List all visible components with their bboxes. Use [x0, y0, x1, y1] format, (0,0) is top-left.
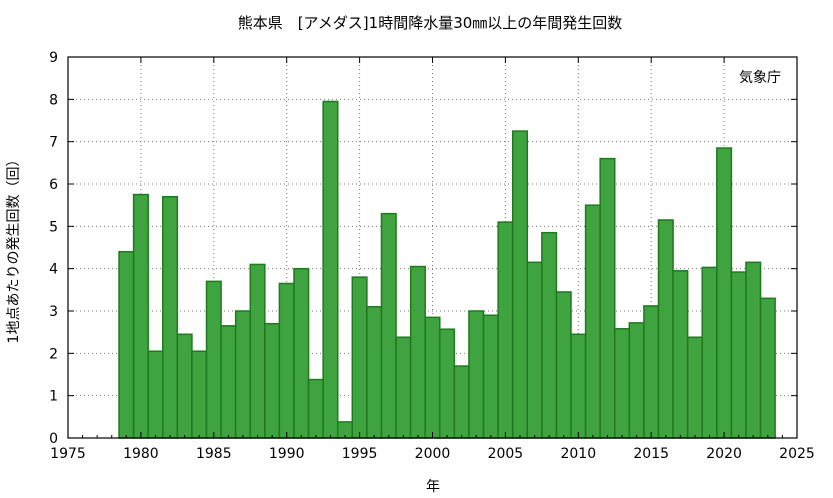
- bar-2012: [599, 157, 616, 439]
- bar-1980: [132, 193, 149, 439]
- y-tick-label: 0: [49, 431, 58, 447]
- bar-1984: [191, 350, 208, 439]
- x-tick-label: 2020: [706, 446, 742, 462]
- bar-1997: [380, 212, 397, 439]
- x-tick-label: 1985: [196, 446, 232, 462]
- bar-2003: [468, 310, 485, 439]
- bar-1993: [322, 100, 339, 439]
- x-tick-label: 2005: [488, 446, 524, 462]
- x-axis: 1975 1980 1985 1990 1995 2000 2005 2010 2015 2020…: [50, 57, 815, 462]
- y-tick-label: 1: [49, 389, 58, 405]
- bar-2021: [730, 271, 747, 439]
- bar-2014: [628, 322, 645, 439]
- y-tick-label: 8: [49, 92, 58, 108]
- x-axis-label: 年: [426, 479, 440, 495]
- x-tick-label: 2015: [633, 446, 669, 462]
- y-tick-label: 3: [49, 304, 58, 320]
- bar-2008: [541, 231, 558, 439]
- bar-2009: [555, 291, 572, 439]
- y-tick-label: 2: [49, 346, 58, 362]
- bar-2013: [614, 328, 631, 439]
- bar-2007: [526, 261, 543, 439]
- y-tick-label: 5: [49, 219, 58, 235]
- bar-2015: [643, 305, 660, 439]
- x-tick-label: 1995: [342, 446, 378, 462]
- x-tick-label: 2000: [415, 446, 451, 462]
- bar-1989: [264, 322, 281, 439]
- bar-2022: [745, 261, 762, 439]
- bar-2000: [424, 316, 441, 439]
- bar-2017: [672, 270, 689, 439]
- y-tick-label: 7: [49, 135, 58, 151]
- bar-2020: [716, 147, 733, 439]
- bar-1992: [307, 378, 324, 439]
- bar-1991: [293, 267, 310, 439]
- bar-2005: [497, 221, 514, 439]
- x-tick-label: 1975: [50, 446, 86, 462]
- bar-1987: [234, 310, 251, 439]
- x-tick-label: 1980: [123, 446, 159, 462]
- source-note: 気象庁: [739, 70, 781, 86]
- y-tick-label: 6: [49, 177, 58, 193]
- bar-2011: [584, 204, 601, 439]
- bar-2001: [439, 328, 456, 439]
- bar-2006: [511, 130, 529, 439]
- bar-1983: [176, 333, 193, 439]
- y-axis-label: 1地点あたりの発生回数（回）: [6, 153, 22, 344]
- bar-1988: [249, 263, 266, 439]
- bar-1981: [147, 350, 164, 439]
- bar-1979: [118, 250, 135, 439]
- x-tick-label: 2010: [560, 446, 596, 462]
- x-tick-label: 1990: [269, 446, 305, 462]
- bar-1990: [278, 282, 295, 439]
- bar-1998: [395, 336, 412, 439]
- y-tick-label: 4: [49, 262, 58, 278]
- bar-2004: [482, 314, 499, 439]
- bar-1996: [366, 306, 383, 439]
- y-tick-label: 9: [49, 50, 58, 66]
- bar-2018: [686, 336, 703, 439]
- bars: [118, 100, 776, 439]
- bar-1999: [409, 265, 426, 439]
- chart-title: 熊本県 [アメダス]1時間降水量30㎜以上の年間発生回数: [238, 14, 623, 32]
- bar-1985: [205, 280, 222, 439]
- bar-1986: [220, 325, 237, 439]
- bar-2019: [701, 266, 718, 439]
- bar-1982: [162, 195, 179, 439]
- y-axis: 0 1 2 3 4 5 6 7 8 9: [49, 50, 797, 447]
- bar-1995: [351, 276, 368, 439]
- bar-2010: [570, 333, 587, 439]
- bar-2002: [453, 365, 470, 439]
- bar-2016: [657, 219, 674, 439]
- x-tick-label: 2025: [779, 446, 815, 462]
- bar-2023: [759, 297, 776, 439]
